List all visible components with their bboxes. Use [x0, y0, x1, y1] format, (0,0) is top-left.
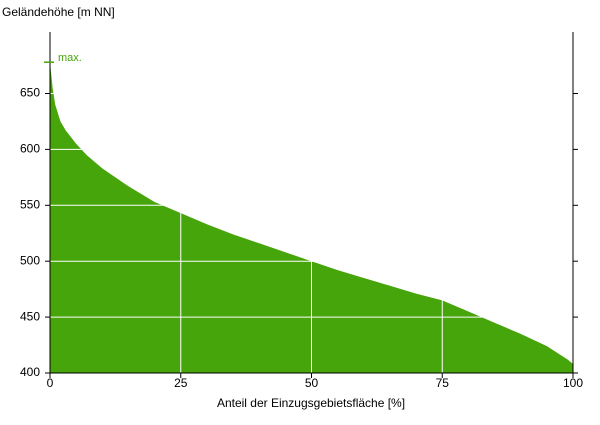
x-axis-label: Anteil der Einzugsgebietsfläche [%] [217, 396, 405, 410]
y-tick-label: 400 [20, 365, 40, 379]
max-label: max. [58, 52, 82, 64]
x-tick-label: 0 [47, 376, 54, 390]
x-tick-label: 25 [174, 376, 188, 390]
y-axis-label: Geländehöhe [m NN] [2, 5, 115, 19]
x-tick-label: 100 [563, 376, 583, 390]
y-tick-label: 500 [20, 253, 40, 267]
y-tick-label: 650 [20, 86, 40, 100]
x-tick-label: 50 [305, 376, 319, 390]
y-tick-label: 600 [20, 142, 40, 156]
y-tick-label: 550 [20, 197, 40, 211]
y-tick-label: 450 [20, 309, 40, 323]
x-tick-label: 75 [436, 376, 450, 390]
